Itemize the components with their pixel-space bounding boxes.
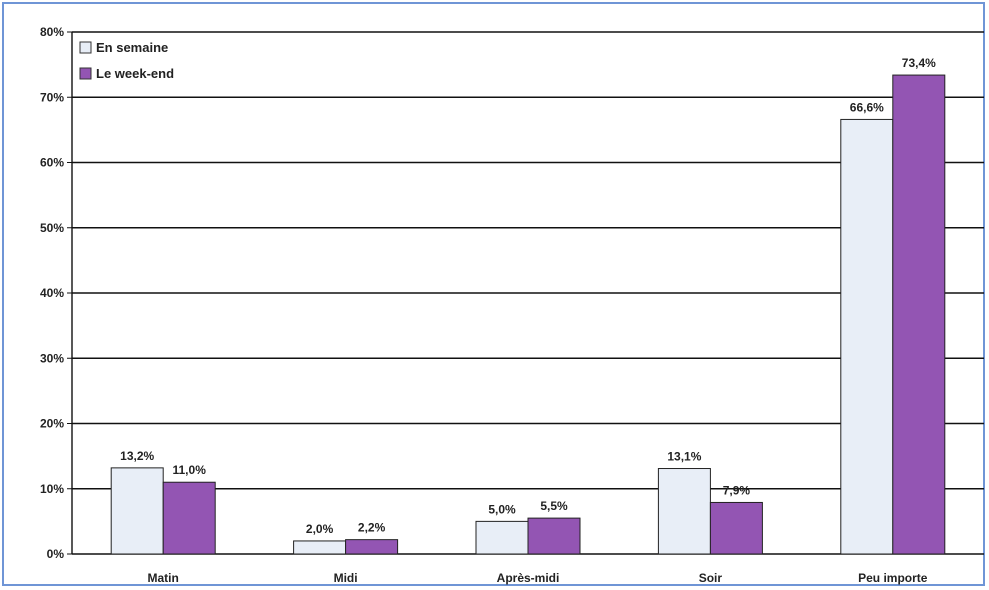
- x-tick-label: Midi: [334, 571, 358, 585]
- bar: [840, 118, 894, 555]
- data-label: 66,6%: [850, 100, 884, 114]
- bar: [527, 517, 581, 555]
- data-label: 5,0%: [488, 502, 516, 516]
- x-tick-label: Matin: [148, 571, 179, 585]
- data-label: 13,2%: [120, 449, 154, 463]
- bar-chart: 0% 10% 20% 30% 40% 50% 60% 70% 80% 13,2% 11,0% Mati…: [40, 25, 984, 585]
- x-tick-label: Soir: [699, 571, 723, 585]
- y-tick-label: 0%: [47, 547, 65, 561]
- bar: [293, 540, 347, 555]
- bar: [709, 501, 763, 555]
- legend-label-en-semaine: En semaine: [96, 40, 168, 55]
- data-label: 11,0%: [173, 463, 207, 477]
- legend-swatch-en-semaine: [79, 41, 92, 54]
- bar: [110, 467, 164, 555]
- y-tick-label: 60%: [40, 156, 64, 170]
- y-tick-label: 10%: [40, 482, 64, 496]
- bar: [892, 74, 946, 555]
- data-label: 13,1%: [667, 450, 701, 464]
- data-label: 7,9%: [723, 483, 751, 497]
- data-label: 73,4%: [902, 56, 936, 70]
- bar: [657, 468, 711, 555]
- bar: [345, 539, 399, 555]
- x-tick-label: Après-midi: [497, 571, 560, 585]
- data-label: 2,2%: [358, 521, 386, 535]
- data-label: 5,5%: [540, 499, 568, 513]
- y-tick-label: 50%: [40, 221, 64, 235]
- legend-swatch-le-week-end: [79, 67, 92, 80]
- y-tick-label: 30%: [40, 351, 64, 365]
- data-label: 2,0%: [306, 522, 334, 536]
- bar: [475, 520, 529, 555]
- bar: [162, 481, 216, 555]
- y-tick-label: 20%: [40, 417, 64, 431]
- legend-label-le-week-end: Le week-end: [96, 66, 174, 81]
- y-tick-label: 70%: [40, 90, 64, 104]
- x-tick-label: Peu importe: [858, 571, 928, 585]
- y-tick-label: 80%: [40, 25, 64, 39]
- y-tick-label: 40%: [40, 286, 64, 300]
